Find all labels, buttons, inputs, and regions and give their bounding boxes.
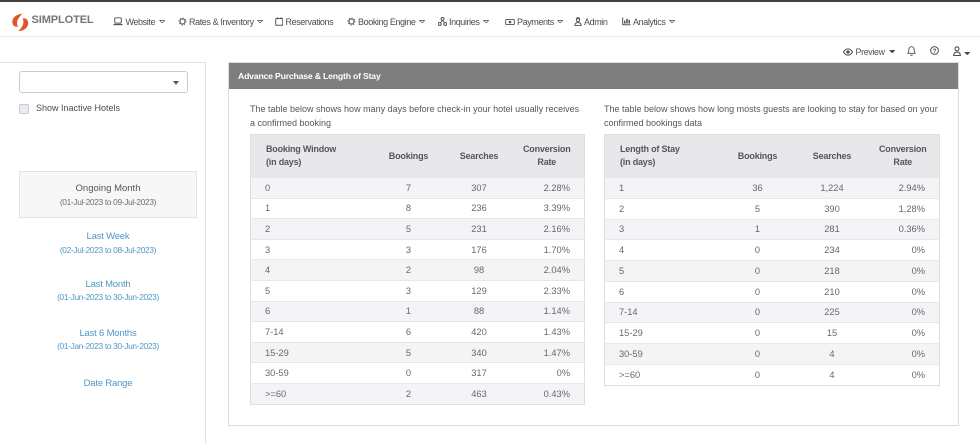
svg-text:?: ? xyxy=(932,48,936,55)
